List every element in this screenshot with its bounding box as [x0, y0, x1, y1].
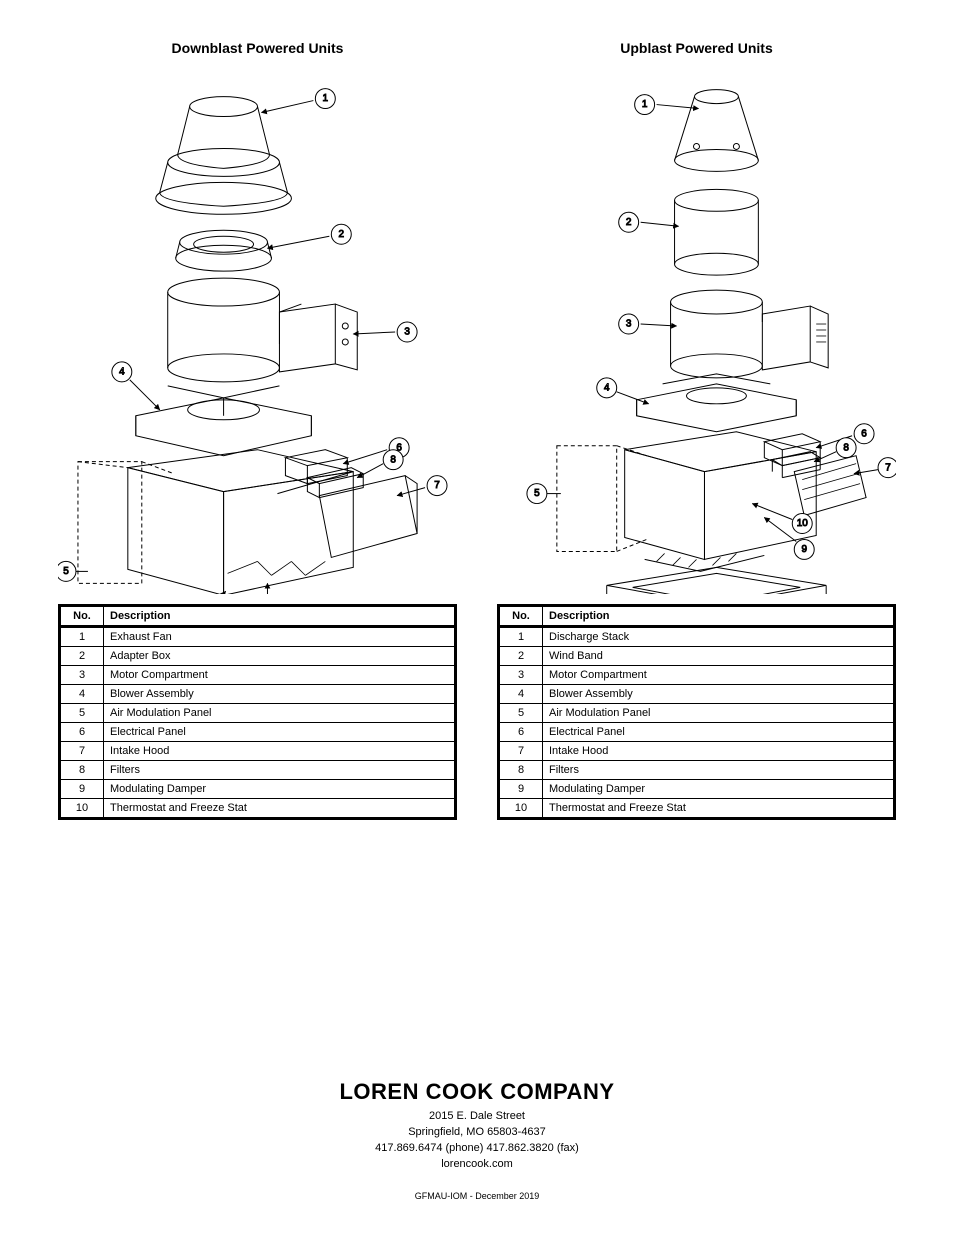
left-title: Downblast Powered Units: [172, 40, 344, 56]
table-row: 2Adapter Box: [60, 647, 456, 666]
table-row: 1Discharge Stack: [499, 627, 895, 647]
svg-text:8: 8: [390, 454, 396, 465]
svg-text:8: 8: [843, 442, 849, 453]
footer-block: LOREN COOK COMPANY 2015 E. Dale Street S…: [0, 1079, 954, 1201]
svg-text:6: 6: [861, 428, 867, 439]
table-row: 8Filters: [60, 761, 456, 780]
table-row: 3Motor Compartment: [499, 666, 895, 685]
right-column: Upblast Powered Units: [497, 40, 896, 820]
header-no: No.: [499, 606, 543, 627]
table-row: 7Intake Hood: [60, 742, 456, 761]
table-row: 10Thermostat and Freeze Stat: [60, 799, 456, 819]
columns: Downblast Powered Units: [58, 40, 896, 820]
svg-text:1: 1: [642, 99, 648, 110]
address-line: 417.869.6474 (phone) 417.862.3820 (fax): [0, 1141, 954, 1157]
svg-text:3: 3: [404, 327, 410, 338]
page: Downblast Powered Units: [0, 0, 954, 1235]
svg-text:5: 5: [63, 566, 69, 577]
svg-text:7: 7: [434, 480, 440, 491]
table-row: 6Electrical Panel: [499, 723, 895, 742]
svg-text:3: 3: [626, 319, 632, 330]
svg-text:5: 5: [534, 488, 540, 499]
left-column: Downblast Powered Units: [58, 40, 457, 820]
address-line: Springfield, MO 65803-4637: [0, 1125, 954, 1141]
table-row: 7Intake Hood: [499, 742, 895, 761]
svg-text:2: 2: [626, 217, 632, 228]
svg-text:1: 1: [323, 93, 329, 104]
table-header-row: No. Description: [499, 606, 895, 627]
table-header-row: No. Description: [60, 606, 456, 627]
table-row: 4Blower Assembly: [60, 685, 456, 704]
table-row: 6Electrical Panel: [60, 723, 456, 742]
left-parts-table: No. Description 1Exhaust Fan 2Adapter Bo…: [58, 604, 457, 820]
table-row: 5Air Modulation Panel: [499, 704, 895, 723]
svg-text:9: 9: [801, 544, 807, 555]
header-desc: Description: [104, 606, 456, 627]
table-row: 5Air Modulation Panel: [60, 704, 456, 723]
table-row: 3Motor Compartment: [60, 666, 456, 685]
header-desc: Description: [543, 606, 895, 627]
right-diagram: 1 2 3 4 5 6 7: [497, 64, 896, 594]
downblast-exploded-view-svg: 1 2 3 4 5 6 7: [58, 64, 457, 594]
left-diagram: 1 2 3 4 5 6 7: [58, 64, 457, 594]
right-parts-table: No. Description 1Discharge Stack 2Wind B…: [497, 604, 896, 820]
table-row: 4Blower Assembly: [499, 685, 895, 704]
table-row: 8Filters: [499, 761, 895, 780]
table-row: 9Modulating Damper: [499, 780, 895, 799]
address-line: lorencook.com: [0, 1157, 954, 1173]
svg-text:7: 7: [885, 462, 891, 473]
header-no: No.: [60, 606, 104, 627]
upblast-exploded-view-svg: 1 2 3 4 5 6 7: [497, 64, 896, 594]
table-row: 9Modulating Damper: [60, 780, 456, 799]
table-row: 10Thermostat and Freeze Stat: [499, 799, 895, 819]
address-line: 2015 E. Dale Street: [0, 1109, 954, 1125]
table-row: 1Exhaust Fan: [60, 627, 456, 647]
address: 2015 E. Dale Street Springfield, MO 6580…: [0, 1109, 954, 1173]
right-title: Upblast Powered Units: [620, 40, 772, 56]
company-name: LOREN COOK COMPANY: [0, 1079, 954, 1105]
svg-text:4: 4: [119, 367, 125, 378]
svg-text:2: 2: [339, 229, 345, 240]
svg-text:4: 4: [604, 382, 610, 393]
table-row: 2Wind Band: [499, 647, 895, 666]
svg-text:10: 10: [797, 518, 809, 529]
document-code: GFMAU-IOM - December 2019: [0, 1191, 954, 1201]
